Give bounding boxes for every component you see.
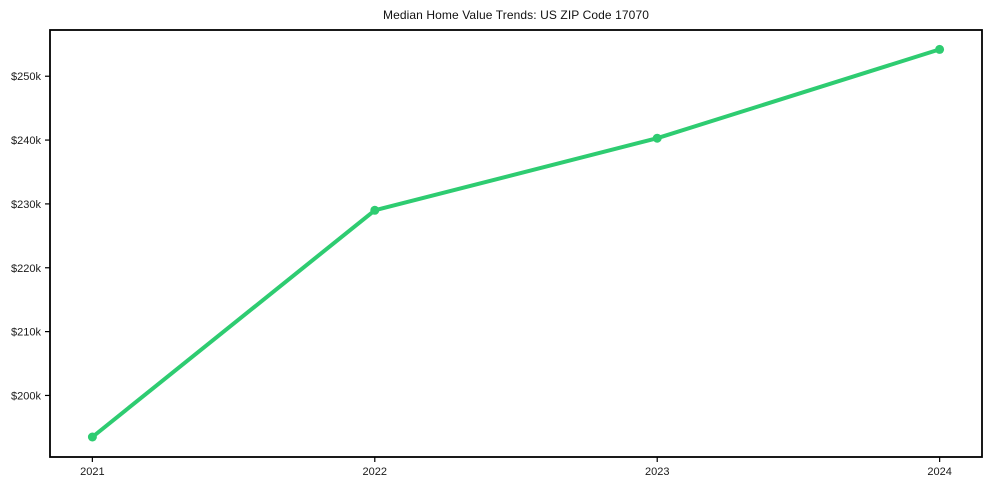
- data-point-2021: [87, 432, 97, 442]
- x-tick-label: 2022: [363, 466, 387, 478]
- y-tick-label: $200k: [11, 390, 41, 402]
- y-tick-label: $250k: [11, 71, 41, 83]
- data-point-2022: [370, 205, 380, 215]
- y-tick-label: $240k: [11, 135, 41, 147]
- plot-frame: [49, 29, 983, 458]
- x-tick-label: 2023: [645, 466, 669, 478]
- y-tick-label: $220k: [11, 263, 41, 275]
- y-tick-label: $210k: [11, 327, 41, 339]
- x-tick-label: 2024: [927, 466, 951, 478]
- chart-title: Median Home Value Trends: US ZIP Code 17…: [382, 8, 649, 22]
- trend-line: [90, 47, 942, 439]
- data-point-2024: [935, 44, 945, 54]
- x-tick-label: 2021: [80, 466, 104, 478]
- y-tick-label: $230k: [11, 199, 41, 211]
- data-point-2023: [652, 133, 662, 143]
